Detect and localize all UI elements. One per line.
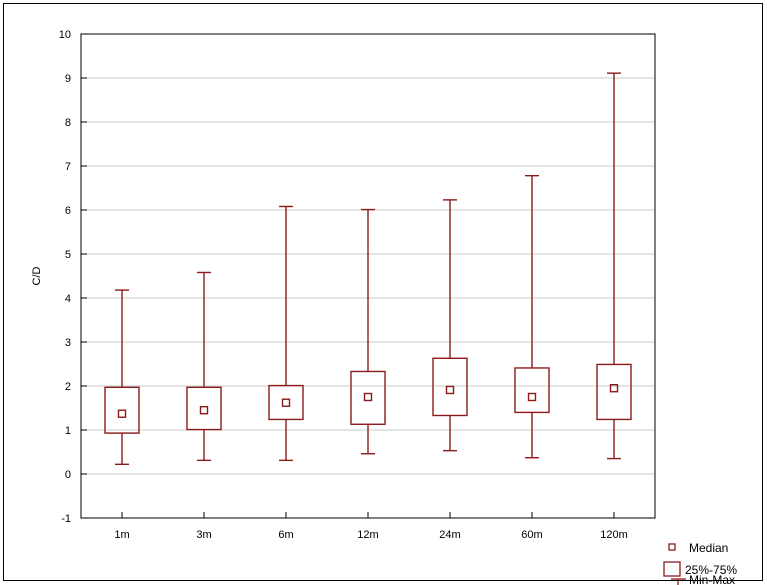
x-tick-label: 120m (600, 529, 628, 541)
legend-median-label: Median (689, 541, 728, 555)
axes (80, 33, 656, 519)
box-12m (350, 208, 386, 455)
iqr-box (432, 357, 468, 417)
y-tick-label: 6 (65, 205, 71, 217)
median-marker (527, 392, 537, 402)
x-tick-label: 3m (196, 529, 211, 541)
legend: Median 25%-75% Min-Max (663, 541, 737, 585)
box-120m (596, 72, 632, 460)
iqr-box (104, 386, 140, 434)
y-tick-label: 9 (65, 73, 71, 85)
iqr-box (596, 363, 632, 421)
y-tick-label: 7 (65, 161, 71, 173)
y-tick-label: 0 (65, 469, 71, 481)
x-tick-label: 12m (357, 529, 378, 541)
chart-frame (3, 3, 763, 581)
y-tick-label: -1 (61, 513, 71, 525)
box-24m (432, 199, 468, 452)
median-marker (445, 385, 455, 395)
median-marker (281, 398, 291, 407)
median-marker (609, 384, 619, 393)
boxes (104, 72, 632, 466)
x-tick-label: 60m (521, 529, 542, 541)
tick-labels: -1 0 1 2 3 4 5 6 7 8 9 10 1m 3m 6m 12m 24m 60m 120m (59, 29, 628, 541)
box-1m (104, 289, 140, 466)
median-marker (363, 392, 373, 402)
box-3m (186, 271, 222, 462)
x-tick-label: 1m (114, 529, 129, 541)
y-tick-label: 1 (65, 425, 71, 437)
box-60m (514, 174, 550, 459)
y-tick-label: 4 (65, 293, 71, 305)
y-tick-label: 5 (65, 249, 71, 261)
y-tick-label: 10 (59, 29, 71, 41)
iqr-box (268, 384, 304, 421)
y-axis-label: C/D (31, 266, 43, 285)
x-tick-label: 6m (278, 529, 293, 541)
legend-iqr-label: 25%-75% (685, 563, 737, 577)
legend-median-marker (668, 543, 676, 551)
x-tick-label: 24m (439, 529, 460, 541)
box-6m (268, 205, 304, 462)
legend-whisker-label: Min-Max (689, 573, 735, 585)
legend-iqr-marker (663, 561, 681, 577)
iqr-box (350, 370, 386, 425)
median-marker (199, 406, 209, 415)
median-marker (117, 409, 127, 418)
grid-lines (81, 77, 655, 475)
iqr-box (514, 367, 550, 414)
y-tick-label: 2 (65, 381, 71, 393)
y-tick-label: 8 (65, 117, 71, 129)
iqr-box (186, 386, 222, 431)
y-tick-label: 3 (65, 337, 71, 349)
